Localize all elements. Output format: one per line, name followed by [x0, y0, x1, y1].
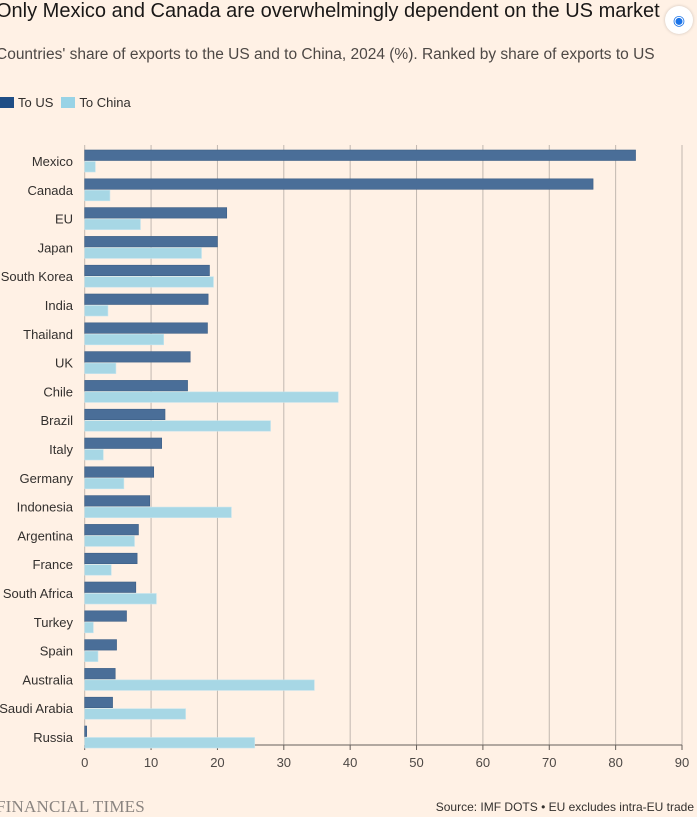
- category-label: South Africa: [3, 586, 74, 601]
- bar-to-us: [84, 178, 594, 190]
- x-tick-label: 90: [675, 755, 689, 770]
- bar-to-china: [84, 362, 117, 374]
- bar-to-china: [84, 190, 111, 202]
- legend-label-china: To China: [79, 95, 131, 110]
- x-tick-label: 40: [343, 755, 357, 770]
- chart-title: Only Mexico and Canada are overwhelmingl…: [0, 0, 660, 22]
- category-label: Russia: [33, 730, 74, 745]
- legend: To US To China: [0, 95, 139, 110]
- x-tick-label: 70: [542, 755, 556, 770]
- category-label: France: [33, 557, 73, 572]
- legend-swatch-china: [61, 97, 76, 108]
- category-label: Turkey: [34, 615, 74, 630]
- bar-to-us: [84, 149, 636, 161]
- lens-icon[interactable]: ◉: [665, 6, 693, 34]
- category-label: Saudi Arabia: [0, 701, 74, 716]
- bar-to-us: [84, 639, 117, 651]
- bar-to-us: [84, 524, 139, 536]
- x-tick-label: 60: [476, 755, 490, 770]
- bar-to-china: [84, 449, 104, 461]
- category-label: India: [45, 298, 74, 313]
- category-label: EU: [55, 212, 73, 227]
- category-label: Italy: [49, 442, 73, 457]
- bar-to-china: [84, 276, 214, 288]
- x-tick-label: 80: [608, 755, 622, 770]
- category-label: South Korea: [1, 269, 74, 284]
- bar-to-china: [84, 737, 255, 749]
- bar-to-china: [84, 506, 232, 518]
- x-tick-label: 50: [409, 755, 423, 770]
- legend-item-us: To US: [0, 95, 53, 110]
- bar-to-us: [84, 264, 210, 277]
- bar-to-china: [84, 535, 135, 547]
- category-label: Chile: [43, 384, 73, 399]
- category-label: Indonesia: [17, 500, 74, 515]
- category-label: Spain: [40, 644, 73, 659]
- bar-to-us: [84, 408, 166, 421]
- x-tick-label: 0: [81, 755, 88, 770]
- bar-to-us: [84, 322, 208, 334]
- bar-to-china: [84, 218, 141, 230]
- bar-to-us: [84, 293, 209, 305]
- legend-label-us: To US: [18, 95, 54, 110]
- legend-swatch-us: [0, 97, 14, 108]
- category-label: Brazil: [40, 413, 73, 428]
- category-label: Germany: [20, 471, 74, 486]
- category-label: UK: [55, 356, 73, 371]
- bar-to-china: [84, 679, 315, 691]
- ft-logo: FINANCIAL TIMES: [0, 797, 145, 816]
- bar-to-us: [84, 495, 151, 507]
- bar-to-china: [84, 708, 186, 720]
- legend-item-china: To China: [61, 95, 131, 110]
- bar-to-us: [84, 668, 116, 680]
- chart-subtitle: Countries' share of exports to the US an…: [0, 46, 655, 63]
- bar-to-us: [84, 725, 87, 737]
- category-label: Argentina: [17, 528, 73, 543]
- bar-to-china: [84, 305, 109, 317]
- bar-to-us: [84, 466, 155, 478]
- bar-to-us: [84, 236, 218, 248]
- bar-to-china: [84, 564, 112, 576]
- x-tick-label: 30: [277, 755, 291, 770]
- bar-to-china: [84, 420, 271, 432]
- category-label: Australia: [22, 672, 73, 687]
- category-label: Thailand: [23, 327, 73, 342]
- bar-to-us: [84, 696, 113, 709]
- category-label: Mexico: [32, 154, 73, 169]
- bar-to-us: [84, 380, 188, 392]
- bar-to-china: [84, 621, 94, 634]
- x-tick-label: 10: [144, 755, 158, 770]
- bar-to-us: [84, 552, 138, 565]
- bar-to-china: [84, 333, 164, 346]
- bar-to-us: [84, 437, 162, 449]
- bar-to-china: [84, 161, 96, 173]
- bar-to-us: [84, 581, 137, 593]
- bar-to-us: [84, 610, 127, 622]
- bar-to-us: [84, 351, 191, 363]
- category-label: Canada: [27, 183, 73, 198]
- source-note: Source: IMF DOTS • EU excludes intra-EU …: [435, 800, 694, 814]
- bar-to-us: [84, 207, 228, 219]
- bar-to-china: [84, 650, 99, 662]
- bar-to-china: [84, 391, 339, 403]
- x-tick-label: 20: [210, 755, 224, 770]
- bar-to-china: [84, 593, 157, 605]
- bar-to-china: [84, 477, 125, 490]
- bar-to-china: [84, 247, 202, 259]
- category-label: Japan: [38, 240, 73, 255]
